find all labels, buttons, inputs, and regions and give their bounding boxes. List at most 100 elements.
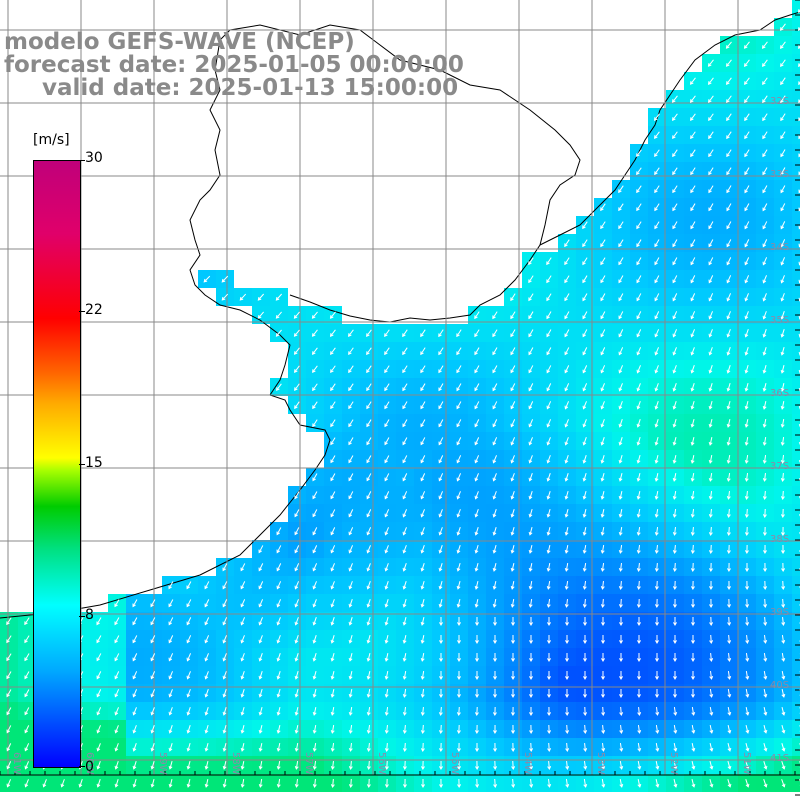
wind-arrow-head <box>492 333 496 338</box>
wind-arrow <box>601 455 605 463</box>
wind-arrow <box>672 311 678 319</box>
wind-arrow-head <box>636 531 641 536</box>
wind-arrow <box>637 472 641 482</box>
wind-arrow-head <box>366 513 371 518</box>
wind-arrow <box>565 580 569 590</box>
wind-arrow-head <box>636 153 640 158</box>
wind-arrow <box>780 203 786 211</box>
wind-arrow-head <box>637 730 642 734</box>
wind-arrow-head <box>510 351 514 356</box>
wind-arrow <box>726 41 732 49</box>
wind-arrow-head <box>222 675 227 680</box>
wind-arrow-head <box>438 369 442 374</box>
wind-arrow <box>168 599 174 607</box>
wind-cell <box>792 234 800 252</box>
wind-arrow <box>403 670 407 680</box>
wind-arrow-head <box>690 315 695 320</box>
wind-arrow-head <box>779 27 784 31</box>
wind-arrow <box>727 779 731 787</box>
wind-arrow-head <box>312 729 317 734</box>
wind-arrow-head <box>672 351 677 356</box>
wind-arrow-head <box>564 549 569 554</box>
wind-arrow-head <box>60 783 65 788</box>
wind-arrow <box>727 706 731 716</box>
wind-arrow-head <box>547 640 551 644</box>
wind-arrow <box>313 742 317 752</box>
wind-arrow-head <box>168 621 173 626</box>
wind-arrow-head <box>204 711 209 716</box>
wind-arrow <box>386 760 388 770</box>
wind-arrow <box>422 706 424 716</box>
wind-arrow-head <box>456 477 461 482</box>
wind-arrow-head <box>528 585 533 590</box>
wind-arrow <box>386 724 388 734</box>
wind-arrow-head <box>186 639 191 644</box>
wind-arrow <box>457 563 461 571</box>
wind-arrow-head <box>384 441 388 446</box>
wind-arrow <box>368 760 370 770</box>
wind-arrow-head <box>600 586 605 590</box>
wind-arrow <box>368 742 370 752</box>
wind-arrow <box>763 275 767 283</box>
wind-arrow-head <box>240 693 245 698</box>
wind-arrow <box>151 743 155 751</box>
wind-arrow-head <box>708 153 712 158</box>
wind-arrow <box>313 706 317 716</box>
wind-arrow-head <box>114 765 119 770</box>
wind-arrow <box>690 77 696 85</box>
wind-arrow <box>672 149 678 157</box>
wind-arrow-head <box>564 351 568 356</box>
wind-arrow <box>673 760 677 770</box>
wind-arrow <box>330 347 336 355</box>
wind-arrow-head <box>222 621 227 626</box>
wind-arrow <box>348 473 354 481</box>
wind-arrow <box>294 527 300 535</box>
wind-arrow <box>745 454 749 464</box>
wind-arrow <box>331 653 335 661</box>
wind-arrow <box>619 760 623 770</box>
wind-arrow-head <box>583 766 588 770</box>
wind-arrow-head <box>547 712 552 716</box>
wind-arrow-head <box>439 784 444 788</box>
wind-arrow-head <box>240 675 245 680</box>
wind-arrow <box>223 689 227 697</box>
wind-arrow-head <box>690 514 695 518</box>
wind-arrow-head <box>636 405 641 410</box>
wind-arrow <box>673 778 677 788</box>
wind-arrow <box>690 221 696 229</box>
wind-arrow-head <box>402 603 407 608</box>
wind-arrow-head <box>798 99 800 104</box>
wind-arrow-head <box>763 729 768 734</box>
wind-arrow-head <box>672 225 676 230</box>
wind-arrow-head <box>655 712 660 716</box>
wind-arrow <box>492 329 498 337</box>
wind-arrow-head <box>744 333 749 338</box>
wind-arrow <box>600 257 606 265</box>
wind-arrow-head <box>384 784 389 788</box>
wind-arrow-head <box>798 189 800 194</box>
wind-arrow-head <box>672 604 677 608</box>
wind-arrow <box>528 311 534 319</box>
wind-arrow <box>367 652 371 662</box>
wind-arrow-head <box>312 675 317 680</box>
wind-arrow-head <box>132 675 137 680</box>
wind-arrow-head <box>564 279 568 284</box>
wind-arrow <box>619 419 623 427</box>
wind-arrow-head <box>456 423 460 428</box>
wind-arrow-head <box>257 314 262 319</box>
wind-arrow-head <box>744 261 749 266</box>
wind-arrow-head <box>655 694 659 698</box>
wind-arrow <box>726 293 732 301</box>
wind-arrow-head <box>294 585 299 590</box>
wind-arrow-head <box>222 729 227 734</box>
wind-arrow <box>385 563 389 571</box>
wind-arrow-head <box>636 477 641 482</box>
wind-arrow <box>96 689 102 697</box>
wind-arrow-head <box>366 423 370 428</box>
wind-arrow <box>367 670 371 680</box>
wind-arrow <box>133 707 137 715</box>
wind-arrow-head <box>312 423 316 428</box>
wind-arrow <box>564 239 570 247</box>
wind-arrow-head <box>420 405 424 410</box>
title-model: modelo GEFS-WAVE (NCEP) <box>4 29 355 55</box>
